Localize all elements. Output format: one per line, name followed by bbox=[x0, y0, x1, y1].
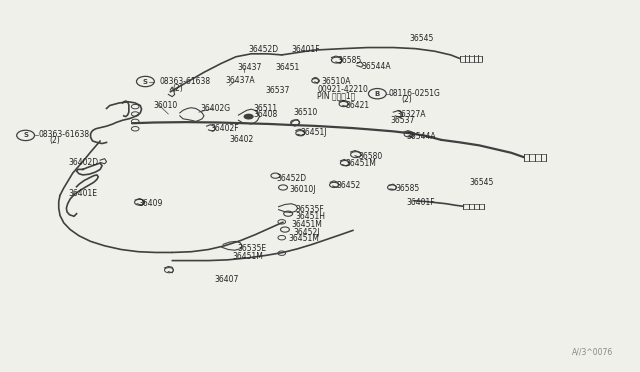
Text: 36409: 36409 bbox=[138, 199, 163, 208]
Text: 36452D: 36452D bbox=[276, 174, 307, 183]
Text: 36437: 36437 bbox=[237, 63, 262, 72]
Text: 36401F: 36401F bbox=[406, 198, 435, 207]
Text: (2): (2) bbox=[172, 84, 183, 93]
Text: 36545: 36545 bbox=[470, 178, 494, 187]
Text: 36402F: 36402F bbox=[211, 124, 239, 133]
Text: 36451J: 36451J bbox=[301, 128, 328, 137]
Text: 36535F: 36535F bbox=[296, 205, 324, 215]
Text: 36452J: 36452J bbox=[293, 228, 320, 237]
Text: PIN ピン（1）: PIN ピン（1） bbox=[317, 92, 356, 101]
Text: 36451M: 36451M bbox=[346, 159, 376, 169]
Text: 36327A: 36327A bbox=[396, 109, 426, 119]
Text: 36010J: 36010J bbox=[289, 185, 316, 194]
Text: 36451M: 36451M bbox=[291, 220, 322, 229]
Text: 36585: 36585 bbox=[395, 185, 419, 193]
Text: 36580: 36580 bbox=[358, 152, 383, 161]
Text: 36437A: 36437A bbox=[226, 76, 255, 85]
Text: S: S bbox=[143, 78, 148, 84]
Text: 36510A: 36510A bbox=[321, 77, 351, 86]
Text: 36511: 36511 bbox=[253, 104, 277, 113]
Text: B: B bbox=[375, 91, 380, 97]
Text: 36510: 36510 bbox=[293, 108, 317, 118]
Text: 36401E: 36401E bbox=[68, 189, 97, 198]
Text: 36421: 36421 bbox=[346, 101, 370, 110]
Text: 36407: 36407 bbox=[215, 275, 239, 283]
Text: 08363-61638: 08363-61638 bbox=[38, 130, 90, 139]
Text: 36402G: 36402G bbox=[200, 104, 230, 113]
Text: S: S bbox=[23, 132, 28, 138]
Circle shape bbox=[244, 113, 253, 119]
Text: 36402D: 36402D bbox=[68, 157, 99, 167]
Text: 36451M: 36451M bbox=[232, 251, 263, 261]
Text: 36535E: 36535E bbox=[237, 244, 266, 253]
Text: 36545: 36545 bbox=[409, 34, 433, 43]
Text: 36452D: 36452D bbox=[248, 45, 279, 54]
Text: A//3^0076: A//3^0076 bbox=[572, 347, 613, 357]
Text: (2): (2) bbox=[401, 96, 412, 105]
Text: 08363-61638: 08363-61638 bbox=[159, 77, 211, 86]
Text: 08116-0251G: 08116-0251G bbox=[389, 89, 441, 98]
Text: 36402: 36402 bbox=[230, 135, 254, 144]
Text: 36585: 36585 bbox=[338, 56, 362, 65]
Text: (2): (2) bbox=[49, 136, 60, 145]
Text: 36408: 36408 bbox=[253, 109, 277, 119]
Text: 00921-42210: 00921-42210 bbox=[317, 85, 369, 94]
Text: 36010: 36010 bbox=[153, 101, 177, 110]
Text: 36544A: 36544A bbox=[362, 61, 391, 71]
Text: 36452: 36452 bbox=[336, 182, 360, 190]
Text: 36537: 36537 bbox=[266, 86, 290, 94]
Text: 36451H: 36451H bbox=[296, 212, 326, 221]
Text: 36537: 36537 bbox=[390, 116, 415, 125]
Text: 36544A: 36544A bbox=[406, 132, 436, 141]
Text: 36401F: 36401F bbox=[291, 45, 320, 54]
Text: 36451M: 36451M bbox=[288, 234, 319, 243]
Text: 36451: 36451 bbox=[275, 63, 300, 72]
